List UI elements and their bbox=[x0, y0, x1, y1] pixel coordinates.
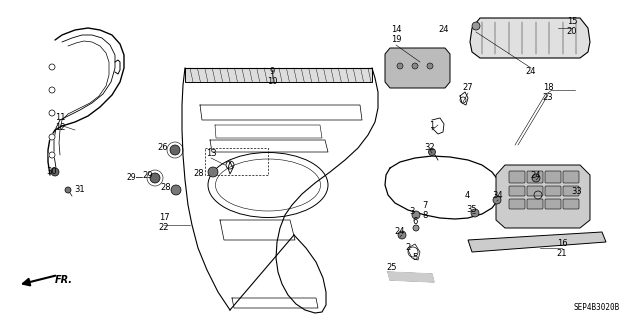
Text: 25: 25 bbox=[387, 263, 397, 272]
Circle shape bbox=[532, 174, 540, 182]
Circle shape bbox=[49, 110, 55, 116]
Circle shape bbox=[49, 87, 55, 93]
Text: 3: 3 bbox=[410, 207, 415, 217]
Text: 16: 16 bbox=[557, 239, 567, 248]
Text: 24: 24 bbox=[439, 26, 449, 34]
Circle shape bbox=[429, 149, 435, 155]
FancyBboxPatch shape bbox=[545, 186, 561, 196]
Polygon shape bbox=[388, 272, 434, 282]
FancyBboxPatch shape bbox=[527, 186, 543, 196]
Text: 20: 20 bbox=[567, 27, 577, 36]
Text: 2: 2 bbox=[405, 242, 411, 251]
Text: 28: 28 bbox=[161, 183, 172, 192]
Circle shape bbox=[208, 167, 218, 177]
Text: 18: 18 bbox=[543, 84, 554, 93]
Text: 24: 24 bbox=[395, 227, 405, 236]
Text: 31: 31 bbox=[75, 186, 85, 195]
Text: 26: 26 bbox=[157, 144, 168, 152]
Polygon shape bbox=[496, 165, 590, 228]
Circle shape bbox=[471, 209, 479, 217]
Text: 11: 11 bbox=[55, 114, 65, 122]
Polygon shape bbox=[185, 68, 372, 82]
Text: 6: 6 bbox=[412, 218, 418, 226]
FancyBboxPatch shape bbox=[527, 199, 543, 209]
Circle shape bbox=[397, 63, 403, 69]
Text: 19: 19 bbox=[391, 35, 401, 44]
Text: 5: 5 bbox=[412, 253, 418, 262]
FancyBboxPatch shape bbox=[563, 171, 579, 183]
Polygon shape bbox=[385, 48, 450, 88]
FancyBboxPatch shape bbox=[545, 171, 561, 183]
Circle shape bbox=[150, 173, 160, 183]
Text: 23: 23 bbox=[543, 93, 554, 102]
Text: 10: 10 bbox=[267, 78, 277, 86]
Text: 1: 1 bbox=[429, 121, 435, 130]
Polygon shape bbox=[468, 232, 606, 252]
FancyBboxPatch shape bbox=[509, 186, 525, 196]
Text: 14: 14 bbox=[391, 26, 401, 34]
FancyBboxPatch shape bbox=[563, 186, 579, 196]
Text: SEP4B3020B: SEP4B3020B bbox=[573, 303, 620, 312]
Polygon shape bbox=[470, 18, 590, 58]
Circle shape bbox=[65, 187, 71, 193]
Circle shape bbox=[493, 196, 501, 204]
Text: 22: 22 bbox=[159, 224, 169, 233]
Text: 12: 12 bbox=[55, 123, 65, 132]
FancyBboxPatch shape bbox=[563, 199, 579, 209]
Circle shape bbox=[472, 22, 480, 30]
Circle shape bbox=[49, 134, 55, 140]
Circle shape bbox=[49, 64, 55, 70]
FancyBboxPatch shape bbox=[527, 171, 543, 183]
Text: 27: 27 bbox=[463, 84, 474, 93]
Text: 29—: 29— bbox=[127, 174, 144, 182]
FancyBboxPatch shape bbox=[545, 199, 561, 209]
Text: 9: 9 bbox=[269, 68, 275, 77]
Circle shape bbox=[51, 168, 59, 176]
Text: 15: 15 bbox=[567, 18, 577, 26]
Circle shape bbox=[412, 63, 418, 69]
Text: 30: 30 bbox=[47, 167, 58, 176]
Text: FR.: FR. bbox=[55, 275, 73, 285]
Text: 7: 7 bbox=[422, 201, 428, 210]
Circle shape bbox=[427, 63, 433, 69]
Text: 13: 13 bbox=[205, 149, 216, 158]
Circle shape bbox=[413, 225, 419, 231]
Text: 24: 24 bbox=[525, 68, 536, 77]
Text: 8: 8 bbox=[422, 211, 428, 219]
Circle shape bbox=[171, 185, 181, 195]
Text: 17: 17 bbox=[159, 213, 170, 222]
Text: 28: 28 bbox=[194, 168, 204, 177]
Text: 21: 21 bbox=[557, 249, 567, 257]
Circle shape bbox=[398, 231, 406, 239]
FancyBboxPatch shape bbox=[509, 171, 525, 183]
Circle shape bbox=[170, 145, 180, 155]
Text: 24: 24 bbox=[531, 170, 541, 180]
Text: 32: 32 bbox=[425, 144, 435, 152]
Circle shape bbox=[412, 211, 420, 219]
Text: 35: 35 bbox=[467, 205, 477, 214]
Text: 29: 29 bbox=[143, 170, 153, 180]
Circle shape bbox=[49, 152, 55, 158]
FancyBboxPatch shape bbox=[509, 199, 525, 209]
Text: 33: 33 bbox=[572, 188, 582, 197]
Text: 4: 4 bbox=[465, 190, 470, 199]
Text: 34: 34 bbox=[493, 190, 503, 199]
